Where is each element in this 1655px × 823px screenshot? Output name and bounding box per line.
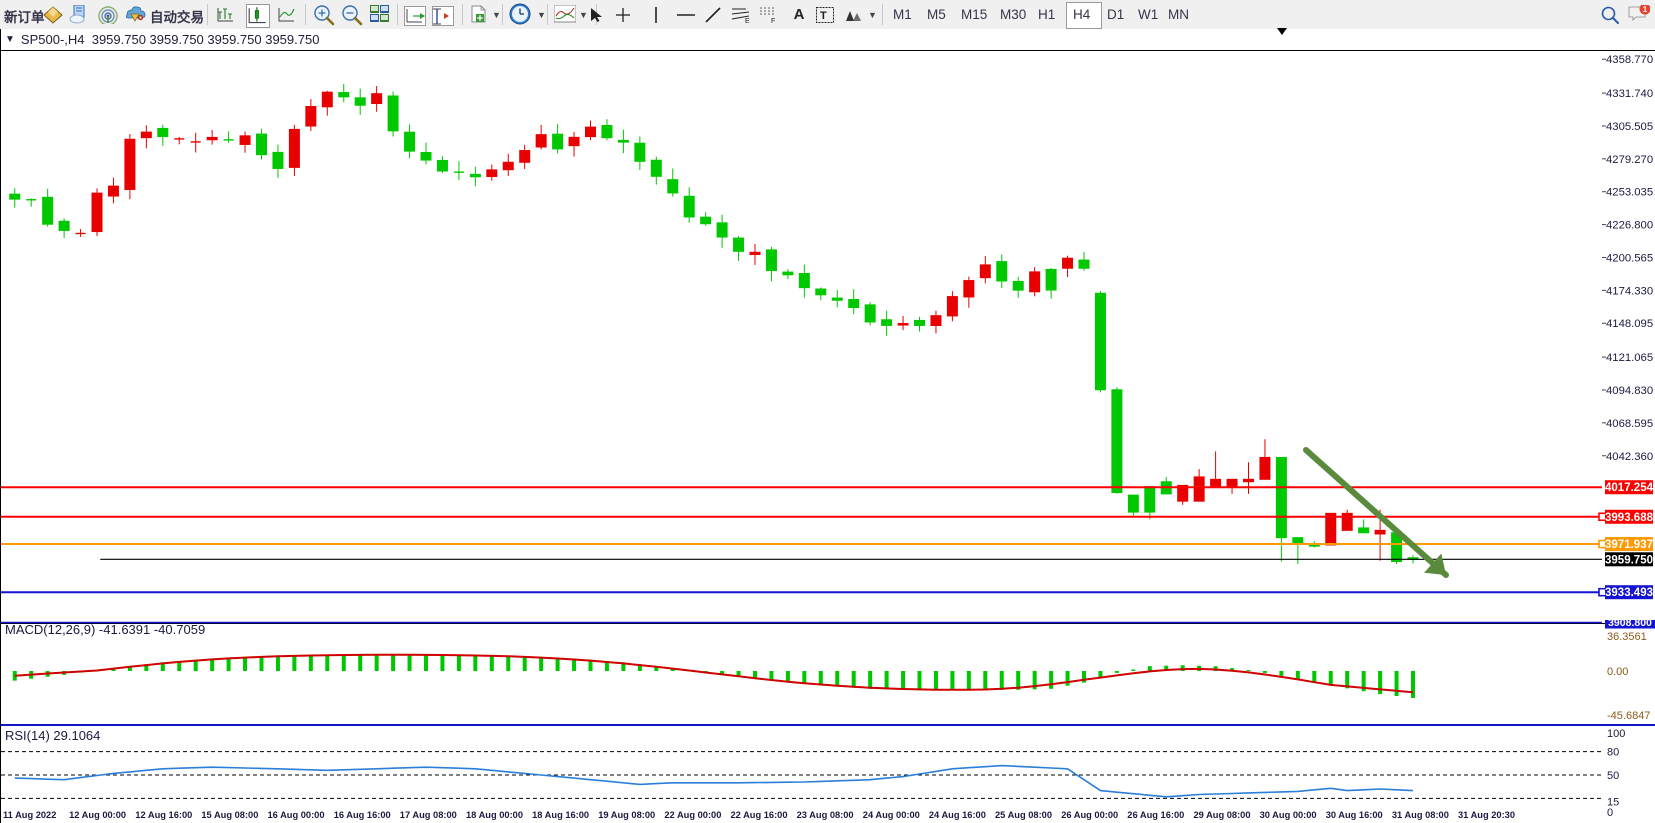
svg-text:80: 80 xyxy=(1607,747,1619,759)
svg-text:4148.095: 4148.095 xyxy=(1606,318,1653,330)
svg-text:4121.065: 4121.065 xyxy=(1606,352,1653,364)
svg-text:4331.740: 4331.740 xyxy=(1606,88,1653,100)
svg-text:T: T xyxy=(820,10,827,22)
svg-text:25 Aug 08:00: 25 Aug 08:00 xyxy=(995,810,1052,820)
svg-text:18 Aug 00:00: 18 Aug 00:00 xyxy=(466,810,523,820)
svg-text:22 Aug 16:00: 22 Aug 16:00 xyxy=(731,810,788,820)
svg-text:4017.254: 4017.254 xyxy=(1605,482,1654,494)
svg-text:F: F xyxy=(771,18,775,23)
svg-text:29 Aug 08:00: 29 Aug 08:00 xyxy=(1194,810,1251,820)
svg-text:50: 50 xyxy=(1607,770,1619,782)
svg-text:100: 100 xyxy=(1607,728,1625,740)
svg-text:3908.800: 3908.800 xyxy=(1608,620,1652,629)
svg-text:E: E xyxy=(745,18,750,24)
svg-text:19 Aug 08:00: 19 Aug 08:00 xyxy=(598,810,655,820)
svg-text:4042.360: 4042.360 xyxy=(1606,451,1653,463)
svg-text:16 Aug 00:00: 16 Aug 00:00 xyxy=(268,810,325,820)
svg-text:26 Aug 00:00: 26 Aug 00:00 xyxy=(1061,810,1118,820)
svg-text:30 Aug 16:00: 30 Aug 16:00 xyxy=(1326,810,1383,820)
svg-text:3993.688: 3993.688 xyxy=(1605,512,1654,524)
svg-text:24 Aug 16:00: 24 Aug 16:00 xyxy=(929,810,986,820)
svg-text:3959.750: 3959.750 xyxy=(1605,554,1653,566)
svg-text:12 Aug 00:00: 12 Aug 00:00 xyxy=(69,810,126,820)
svg-text:4358.770: 4358.770 xyxy=(1606,54,1653,66)
svg-text:4068.595: 4068.595 xyxy=(1606,418,1653,430)
svg-text:MACD(12,26,9) -41.6391 -40.705: MACD(12,26,9) -41.6391 -40.7059 xyxy=(5,622,205,637)
svg-text:22 Aug 00:00: 22 Aug 00:00 xyxy=(664,810,721,820)
svg-text:4174.330: 4174.330 xyxy=(1606,285,1653,297)
svg-text:16 Aug 16:00: 16 Aug 16:00 xyxy=(334,810,391,820)
svg-text:15 Aug 08:00: 15 Aug 08:00 xyxy=(201,810,258,820)
svg-text:3971.937: 3971.937 xyxy=(1605,539,1653,551)
svg-text:36.3561: 36.3561 xyxy=(1607,631,1647,643)
svg-text:12 Aug 16:00: 12 Aug 16:00 xyxy=(135,810,192,820)
svg-text:31 Aug 20:30: 31 Aug 20:30 xyxy=(1458,810,1515,820)
svg-text:30 Aug 00:00: 30 Aug 00:00 xyxy=(1260,810,1317,820)
svg-text:0: 0 xyxy=(1607,807,1613,819)
svg-text:1: 1 xyxy=(1643,5,1648,14)
svg-text:11 Aug 2022: 11 Aug 2022 xyxy=(3,810,56,820)
svg-text:4305.505: 4305.505 xyxy=(1606,121,1653,133)
svg-text:4253.035: 4253.035 xyxy=(1606,187,1653,199)
svg-text:18 Aug 16:00: 18 Aug 16:00 xyxy=(532,810,589,820)
svg-text:3933.493: 3933.493 xyxy=(1605,587,1653,599)
svg-text:-45.6847: -45.6847 xyxy=(1607,710,1650,722)
svg-text:26 Aug 16:00: 26 Aug 16:00 xyxy=(1127,810,1184,820)
svg-text:4200.565: 4200.565 xyxy=(1606,252,1653,264)
svg-text:4279.270: 4279.270 xyxy=(1606,154,1653,166)
svg-text:24 Aug 00:00: 24 Aug 00:00 xyxy=(863,810,920,820)
svg-text:23 Aug 08:00: 23 Aug 08:00 xyxy=(797,810,854,820)
svg-text:31 Aug 08:00: 31 Aug 08:00 xyxy=(1392,810,1449,820)
svg-text:RSI(14) 29.1064: RSI(14) 29.1064 xyxy=(5,728,100,743)
svg-text:0.00: 0.00 xyxy=(1607,666,1628,678)
svg-text:4226.800: 4226.800 xyxy=(1606,220,1653,232)
svg-text:4094.830: 4094.830 xyxy=(1606,385,1653,397)
svg-text:17 Aug 08:00: 17 Aug 08:00 xyxy=(400,810,457,820)
